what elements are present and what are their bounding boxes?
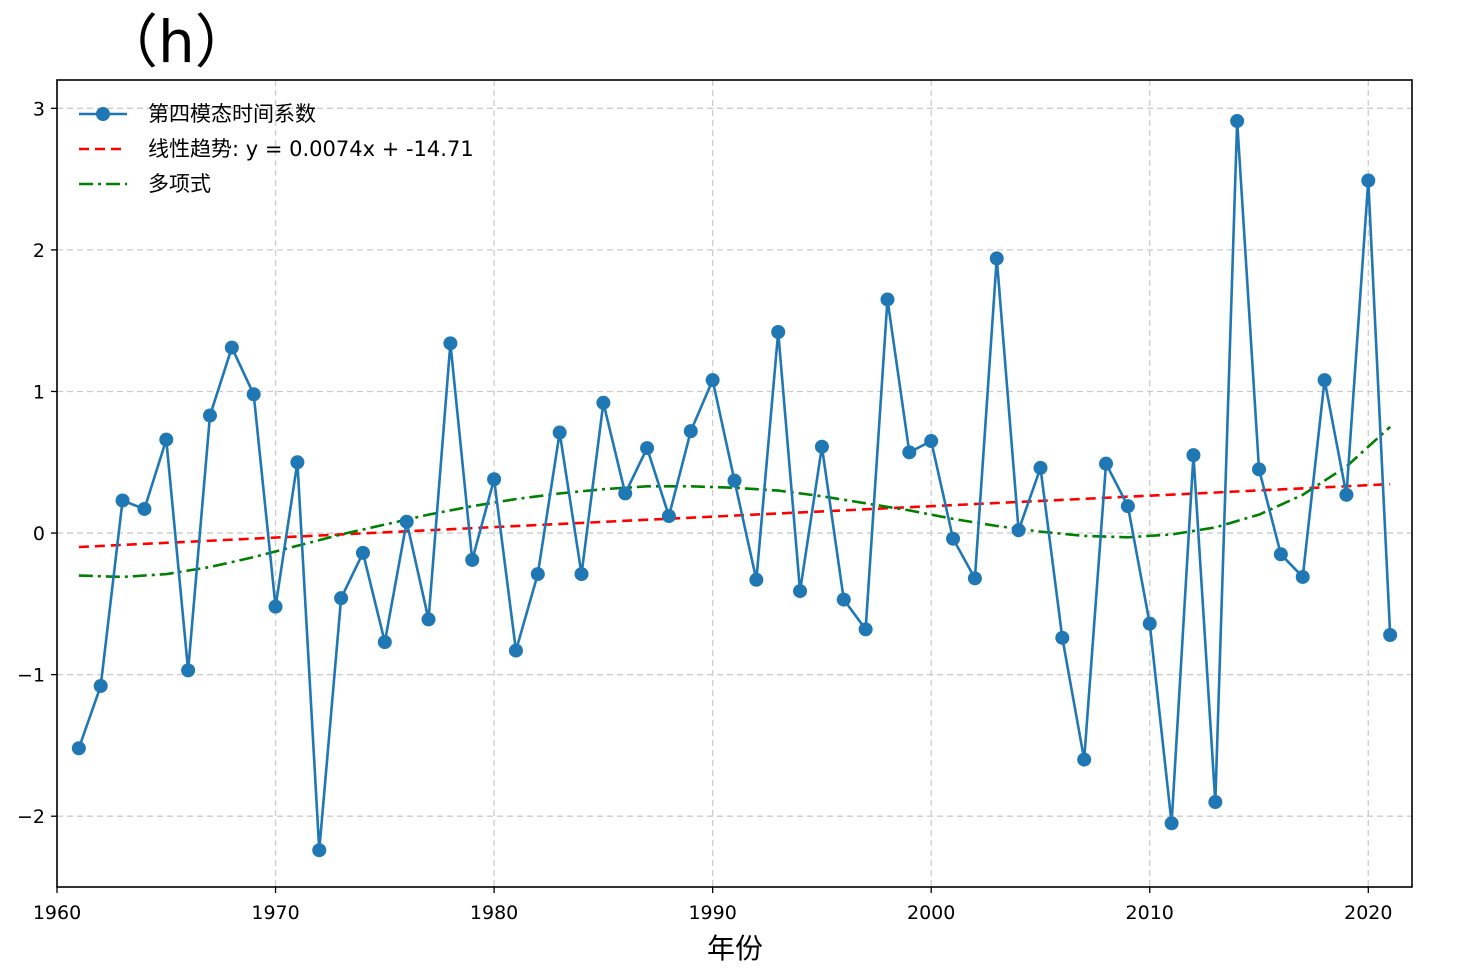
data-point bbox=[1230, 114, 1245, 129]
data-point bbox=[1055, 630, 1070, 645]
data-point bbox=[1164, 816, 1179, 831]
data-point bbox=[793, 584, 808, 599]
data-point bbox=[1252, 462, 1267, 477]
x-tick-label: 1970 bbox=[251, 902, 299, 924]
data-point bbox=[312, 843, 327, 858]
y-tick-label: −1 bbox=[17, 665, 45, 687]
legend: 第四模态时间系数 线性趋势: y = 0.0074x + -14.71 多项式 bbox=[79, 102, 474, 196]
data-point bbox=[1099, 456, 1114, 471]
data-point bbox=[661, 509, 676, 524]
data-point bbox=[355, 545, 370, 560]
data-point bbox=[749, 572, 764, 587]
data-point bbox=[771, 325, 786, 340]
data-point bbox=[552, 425, 567, 440]
data-point bbox=[880, 292, 895, 307]
data-point bbox=[1186, 448, 1201, 463]
poly-curve bbox=[78, 425, 1392, 579]
data-point bbox=[71, 741, 86, 756]
x-tick-label: 2020 bbox=[1344, 902, 1392, 924]
data-point bbox=[1317, 373, 1332, 388]
x-tick-label: 2010 bbox=[1126, 902, 1174, 924]
data-point bbox=[924, 434, 939, 449]
trend-line bbox=[78, 482, 1391, 549]
data-point bbox=[530, 567, 545, 582]
data-point bbox=[1273, 547, 1288, 562]
y-tick-label: 3 bbox=[33, 98, 45, 120]
data-point bbox=[705, 373, 720, 388]
data-point bbox=[640, 441, 655, 456]
data-point bbox=[1295, 569, 1310, 584]
legend-marker-series bbox=[96, 107, 110, 121]
data-point bbox=[1011, 523, 1026, 538]
data-point bbox=[443, 336, 458, 351]
data-point bbox=[858, 622, 873, 637]
data-point bbox=[202, 408, 217, 423]
x-tick-label: 1960 bbox=[33, 902, 81, 924]
data-point bbox=[224, 340, 239, 355]
data-point bbox=[814, 439, 829, 454]
data-point bbox=[159, 432, 174, 447]
data-point bbox=[399, 514, 414, 529]
grid-layer bbox=[56, 80, 1412, 887]
panel-label: （h） bbox=[100, 8, 253, 76]
data-point bbox=[1077, 752, 1092, 767]
x-tick-label: 1990 bbox=[688, 902, 736, 924]
legend-label-series: 第四模态时间系数 bbox=[148, 102, 316, 126]
y-tick-label: 2 bbox=[33, 240, 45, 262]
data-point bbox=[836, 592, 851, 607]
data-point bbox=[596, 395, 611, 410]
data-point bbox=[1383, 627, 1398, 642]
y-tick-label: 1 bbox=[33, 381, 45, 403]
data-point bbox=[946, 531, 961, 546]
data-point bbox=[1142, 616, 1157, 631]
data-point bbox=[268, 599, 283, 614]
data-point bbox=[727, 473, 742, 488]
y-tick-label: 0 bbox=[33, 523, 45, 545]
data-point bbox=[1361, 173, 1376, 188]
data-point bbox=[93, 678, 108, 693]
x-axis-title: 年份 bbox=[707, 932, 763, 965]
data-point bbox=[465, 552, 480, 567]
data-point bbox=[683, 424, 698, 439]
data-point bbox=[1033, 460, 1048, 475]
data-point bbox=[618, 486, 633, 501]
data-point bbox=[508, 643, 523, 658]
legend-label-trend: 线性趋势: y = 0.0074x + -14.71 bbox=[148, 137, 474, 161]
data-point bbox=[1208, 795, 1223, 810]
data-point bbox=[487, 472, 502, 487]
data-point bbox=[246, 387, 261, 402]
tick-layer: 1960 1970 1980 1990 2000 2010 2020 −2 −1 0 1 2 3 bbox=[17, 98, 1392, 924]
data-point bbox=[1339, 487, 1354, 502]
data-point bbox=[115, 493, 130, 508]
data-point bbox=[137, 501, 152, 516]
axes-frame bbox=[56, 79, 1413, 888]
legend-label-poly: 多项式 bbox=[148, 172, 211, 196]
series-layer bbox=[71, 114, 1398, 858]
data-point bbox=[290, 455, 305, 470]
data-point bbox=[421, 612, 436, 627]
data-point bbox=[1120, 499, 1135, 514]
data-point bbox=[967, 571, 982, 586]
data-point bbox=[377, 635, 392, 650]
data-point bbox=[574, 567, 589, 582]
data-point bbox=[989, 251, 1004, 266]
y-tick-label: −2 bbox=[17, 806, 45, 828]
data-point bbox=[181, 663, 196, 678]
data-point bbox=[902, 445, 917, 460]
x-tick-label: 1980 bbox=[470, 902, 518, 924]
x-tick-label: 2000 bbox=[907, 902, 955, 924]
data-point bbox=[334, 591, 349, 606]
